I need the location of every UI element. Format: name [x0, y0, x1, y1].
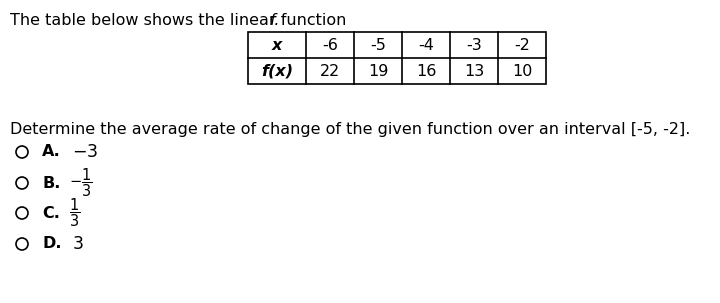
Text: $\dfrac{1}{3}$: $\dfrac{1}{3}$ — [69, 197, 81, 229]
Text: D.: D. — [42, 237, 61, 251]
Text: 22: 22 — [320, 64, 340, 78]
Text: -3: -3 — [466, 38, 482, 52]
Text: f(x): f(x) — [261, 64, 293, 78]
Text: B.: B. — [42, 175, 60, 191]
Text: C.: C. — [42, 205, 60, 221]
Text: x: x — [272, 38, 282, 52]
Text: 16: 16 — [416, 64, 436, 78]
Text: -6: -6 — [322, 38, 338, 52]
Text: Determine the average rate of change of the given function over an interval [-5,: Determine the average rate of change of … — [10, 122, 690, 137]
Text: -2: -2 — [514, 38, 530, 52]
Text: The table below shows the linear function: The table below shows the linear functio… — [10, 13, 351, 28]
Text: 10: 10 — [512, 64, 532, 78]
Text: 13: 13 — [464, 64, 484, 78]
Text: $-3$: $-3$ — [72, 143, 98, 161]
Text: A.: A. — [42, 145, 60, 159]
Text: -5: -5 — [370, 38, 386, 52]
Bar — [248, 32, 546, 84]
Text: $3$: $3$ — [72, 235, 84, 253]
Text: 19: 19 — [368, 64, 388, 78]
Text: $-\dfrac{1}{3}$: $-\dfrac{1}{3}$ — [69, 167, 93, 199]
Text: -4: -4 — [418, 38, 434, 52]
Text: f.: f. — [269, 13, 280, 28]
